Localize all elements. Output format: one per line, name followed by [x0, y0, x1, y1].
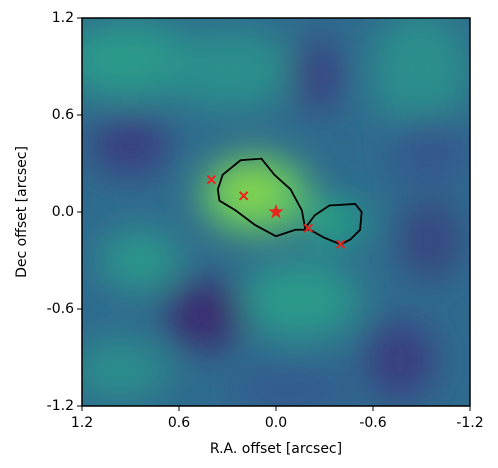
y-tick-label: -1.2: [47, 398, 74, 414]
star-marker: [268, 204, 284, 219]
x-marker: [206, 174, 217, 185]
y-axis-label: Dec offset [arcsec]: [14, 146, 30, 278]
x-tick-label: 0.0: [265, 415, 287, 431]
x-tick-label: 0.6: [168, 415, 190, 431]
x-marker: [238, 191, 249, 201]
x-axis-label: R.A. offset [arcsec]: [210, 441, 342, 457]
y-tick-label: 0.0: [52, 204, 74, 220]
x-tick-label: -1.2: [456, 415, 483, 431]
x-marker: [303, 223, 314, 233]
heatmap: [82, 18, 470, 406]
x-tick-label: -0.6: [359, 415, 386, 431]
x-marker: [335, 239, 346, 250]
contour: [216, 157, 363, 246]
y-tick-label: -0.6: [47, 301, 74, 317]
y-tick-label: 0.6: [52, 107, 74, 123]
x-tick-label: 1.2: [71, 415, 93, 431]
y-tick-label: 1.2: [52, 10, 74, 26]
